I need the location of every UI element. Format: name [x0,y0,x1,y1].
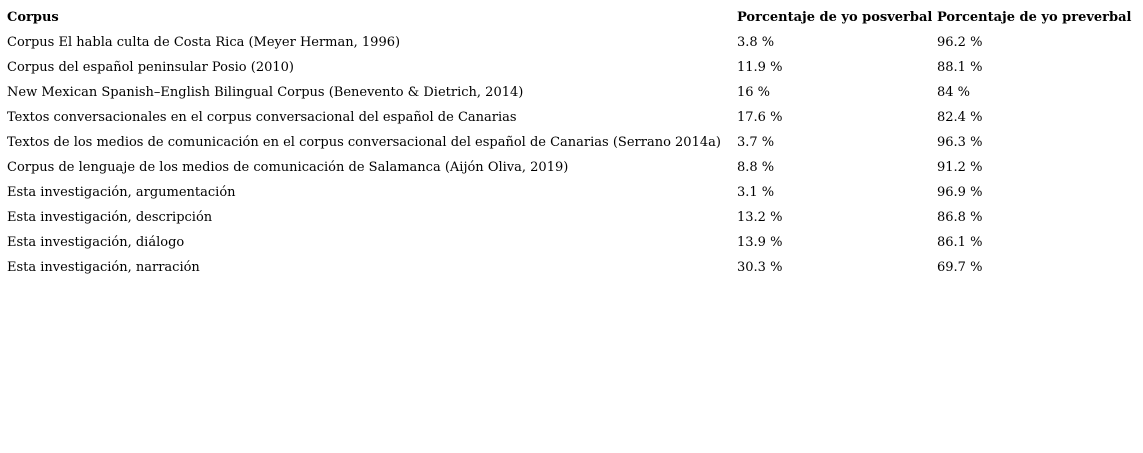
cell-corpus: Esta investigación, diálogo [7,235,185,250]
cell-preverbal: 88.1 % [937,60,983,75]
cell-corpus: Corpus El habla culta de Costa Rica (Mey… [7,35,401,50]
cell-preverbal: 82.4 % [937,110,983,125]
cell-posverbal: 3.1 % [737,185,775,200]
cell-corpus: Textos de los medios de comunicación en … [7,135,721,150]
table-row: Textos conversacionales en el corpus con… [7,105,1143,130]
cell-posverbal: 3.8 % [737,35,775,50]
cell-corpus: Esta investigación, descripción [7,210,213,225]
corpus-percentages-table: Corpus Porcentaje de yo posverbal Porcen… [7,5,1143,280]
table-row: Corpus de lenguaje de los medios de comu… [7,155,1143,180]
column-header-preverbal: Porcentaje de yo preverbal [937,10,1132,25]
column-header-corpus: Corpus [7,10,59,25]
table-row: Corpus El habla culta de Costa Rica (Mey… [7,30,1143,55]
column-header-posverbal: Porcentaje de yo posverbal [737,10,933,25]
cell-posverbal: 13.9 % [737,235,783,250]
cell-posverbal: 11.9 % [737,60,783,75]
cell-corpus: Esta investigación, narración [7,260,200,275]
cell-posverbal: 17.6 % [737,110,783,125]
cell-preverbal: 69.7 % [937,260,983,275]
cell-posverbal: 3.7 % [737,135,775,150]
cell-posverbal: 8.8 % [737,160,775,175]
table-row: Esta investigación, argumentación 3.1 % 96… [7,180,1143,205]
table-row: Textos de los medios de comunicación en … [7,130,1143,155]
table-body: Corpus El habla culta de Costa Rica (Mey… [7,30,1143,280]
table-row: Esta investigación, diálogo 13.9 % 86.1 % [7,230,1143,255]
cell-corpus: Textos conversacionales en el corpus con… [7,110,517,125]
document-page: Corpus Porcentaje de yo posverbal Porcen… [0,5,1143,453]
cell-corpus: New Mexican Spanish–English Bilingual Co… [7,85,524,100]
cell-preverbal: 84 % [937,85,971,100]
cell-posverbal: 13.2 % [737,210,783,225]
table-row: Esta investigación, narración 30.3 % 69.7 … [7,255,1143,280]
table-row: New Mexican Spanish–English Bilingual Co… [7,80,1143,105]
cell-preverbal: 96.3 % [937,135,983,150]
table-row: Corpus del español peninsular Posio (201… [7,55,1143,80]
cell-preverbal: 96.9 % [937,185,983,200]
cell-posverbal: 30.3 % [737,260,783,275]
cell-preverbal: 96.2 % [937,35,983,50]
cell-preverbal: 86.1 % [937,235,983,250]
table-header-row: Corpus Porcentaje de yo posverbal Porcen… [7,5,1143,30]
cell-corpus: Corpus de lenguaje de los medios de comu… [7,160,569,175]
cell-preverbal: 86.8 % [937,210,983,225]
cell-posverbal: 16 % [737,85,771,100]
cell-corpus: Esta investigación, argumentación [7,185,236,200]
table-row: Esta investigación, descripción 13.2 % 86.… [7,205,1143,230]
cell-corpus: Corpus del español peninsular Posio (201… [7,60,294,75]
cell-preverbal: 91.2 % [937,160,983,175]
